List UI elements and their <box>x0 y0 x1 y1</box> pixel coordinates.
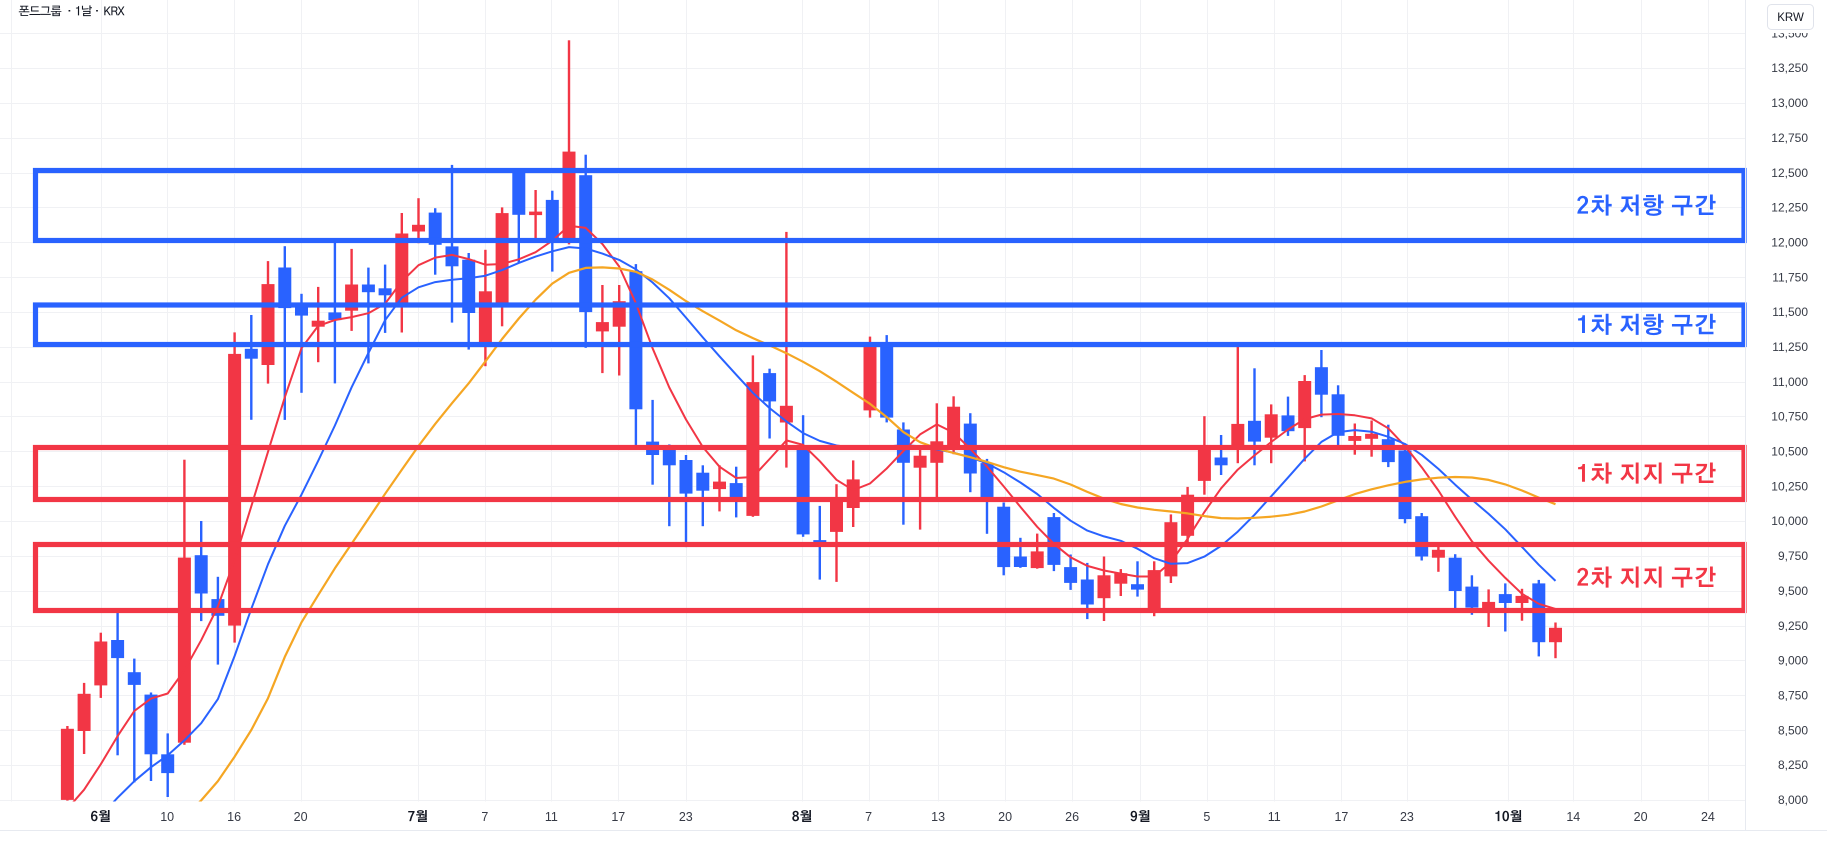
svg-text:7: 7 <box>481 810 488 824</box>
svg-text:13,000: 13,000 <box>1771 96 1808 110</box>
svg-text:23: 23 <box>679 810 693 824</box>
svg-text:10,250: 10,250 <box>1771 479 1808 493</box>
svg-text:12,000: 12,000 <box>1771 235 1808 249</box>
svg-text:9,750: 9,750 <box>1778 549 1808 563</box>
svg-text:KRW: KRW <box>1777 12 1804 24</box>
svg-text:8,250: 8,250 <box>1778 758 1808 772</box>
svg-text:11: 11 <box>1268 810 1281 824</box>
svg-text:11,500: 11,500 <box>1772 305 1808 319</box>
svg-text:20: 20 <box>1634 810 1648 824</box>
svg-text:17: 17 <box>1334 810 1348 824</box>
svg-text:26: 26 <box>1065 810 1079 824</box>
svg-text:12,250: 12,250 <box>1771 201 1808 215</box>
svg-text:17: 17 <box>611 810 625 824</box>
svg-text:7: 7 <box>865 810 872 824</box>
svg-text:10,500: 10,500 <box>1771 445 1808 459</box>
svg-text:5: 5 <box>1203 810 1210 824</box>
svg-text:9,250: 9,250 <box>1778 619 1808 633</box>
svg-text:9,000: 9,000 <box>1778 654 1808 668</box>
svg-text:8,500: 8,500 <box>1778 723 1808 737</box>
svg-text:11,250: 11,250 <box>1772 340 1808 354</box>
svg-text:24: 24 <box>1701 810 1715 824</box>
svg-text:13,250: 13,250 <box>1771 61 1808 75</box>
svg-text:8,750: 8,750 <box>1778 689 1808 703</box>
svg-text:12,500: 12,500 <box>1771 166 1808 180</box>
svg-text:9,500: 9,500 <box>1778 584 1808 598</box>
svg-text:12,750: 12,750 <box>1771 131 1808 145</box>
svg-text:11,750: 11,750 <box>1772 270 1808 284</box>
svg-text:20: 20 <box>294 810 308 824</box>
svg-text:20: 20 <box>998 810 1012 824</box>
svg-text:23: 23 <box>1400 810 1414 824</box>
svg-text:16: 16 <box>227 810 241 824</box>
svg-text:8,000: 8,000 <box>1778 793 1808 807</box>
svg-text:11: 11 <box>545 810 558 824</box>
svg-text:10: 10 <box>160 810 174 824</box>
svg-text:14: 14 <box>1566 810 1580 824</box>
svg-text:10,000: 10,000 <box>1771 514 1808 528</box>
svg-text:13: 13 <box>931 810 945 824</box>
svg-text:11,000: 11,000 <box>1772 375 1808 389</box>
svg-text:10,750: 10,750 <box>1771 410 1808 424</box>
